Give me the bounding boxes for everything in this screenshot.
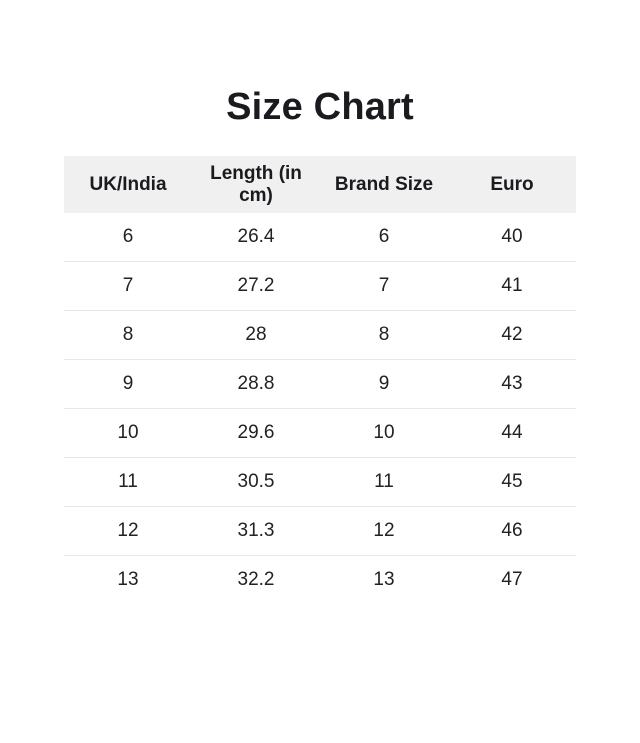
cell-length: 31.3 bbox=[192, 506, 320, 556]
table-row: 12 31.3 12 46 bbox=[64, 506, 576, 556]
table-row: 6 26.4 6 40 bbox=[64, 213, 576, 262]
cell-euro: 43 bbox=[448, 359, 576, 409]
cell-uk-india: 12 bbox=[64, 506, 192, 556]
cell-brand-size: 8 bbox=[320, 310, 448, 360]
cell-uk-india: 8 bbox=[64, 310, 192, 360]
table-row: 11 30.5 11 45 bbox=[64, 457, 576, 507]
cell-euro: 45 bbox=[448, 457, 576, 507]
table-row: 9 28.8 9 43 bbox=[64, 359, 576, 409]
table-row: 7 27.2 7 41 bbox=[64, 261, 576, 311]
column-header-uk-india: UK/India bbox=[64, 156, 192, 213]
cell-uk-india: 11 bbox=[64, 457, 192, 507]
column-header-brand-size: Brand Size bbox=[320, 156, 448, 213]
cell-length: 28 bbox=[192, 310, 320, 360]
cell-brand-size: 7 bbox=[320, 261, 448, 311]
cell-euro: 41 bbox=[448, 261, 576, 311]
cell-length: 32.2 bbox=[237, 569, 275, 590]
page-title: Size Chart bbox=[226, 86, 414, 128]
cell-uk-india: 7 bbox=[64, 261, 192, 311]
table-body: 6 26.4 6 40 7 27.2 7 41 8 28 8 42 bbox=[64, 213, 576, 604]
column-header-length: Length (in cm) bbox=[192, 156, 320, 213]
cell-brand-size: 9 bbox=[320, 359, 448, 409]
cell-euro: 47 bbox=[501, 569, 523, 590]
cell-brand-size: 12 bbox=[320, 506, 448, 556]
table-row: 10 29.6 10 44 bbox=[64, 408, 576, 458]
cell-euro: 44 bbox=[448, 408, 576, 458]
cell-uk-india: 6 bbox=[64, 213, 192, 262]
cell-uk-india: 10 bbox=[64, 408, 192, 458]
table-header: UK/India Length (in cm) Brand Size Euro bbox=[64, 156, 576, 213]
cell-length: 28.8 bbox=[192, 359, 320, 409]
header-row: UK/India Length (in cm) Brand Size Euro bbox=[64, 156, 576, 213]
cell-length: 26.4 bbox=[192, 213, 320, 262]
cell-uk-india: 13 bbox=[117, 569, 139, 590]
table-row: 8 28 8 42 bbox=[64, 310, 576, 360]
table-row: 13 32.2 13 47 bbox=[64, 556, 576, 605]
cell-length: 29.6 bbox=[192, 408, 320, 458]
cell-uk-india: 9 bbox=[64, 359, 192, 409]
cell-euro: 46 bbox=[448, 506, 576, 556]
size-table-container: UK/India Length (in cm) Brand Size Euro … bbox=[64, 156, 576, 604]
cell-length: 30.5 bbox=[192, 457, 320, 507]
cell-euro: 40 bbox=[448, 213, 576, 262]
cell-brand-size: 13 bbox=[373, 569, 395, 590]
size-chart-table: UK/India Length (in cm) Brand Size Euro … bbox=[64, 156, 576, 604]
cell-brand-size: 6 bbox=[320, 213, 448, 262]
cell-euro: 42 bbox=[448, 310, 576, 360]
cell-brand-size: 11 bbox=[320, 457, 448, 507]
column-header-euro: Euro bbox=[448, 156, 576, 213]
cell-length: 27.2 bbox=[192, 261, 320, 311]
cell-brand-size: 10 bbox=[320, 408, 448, 458]
